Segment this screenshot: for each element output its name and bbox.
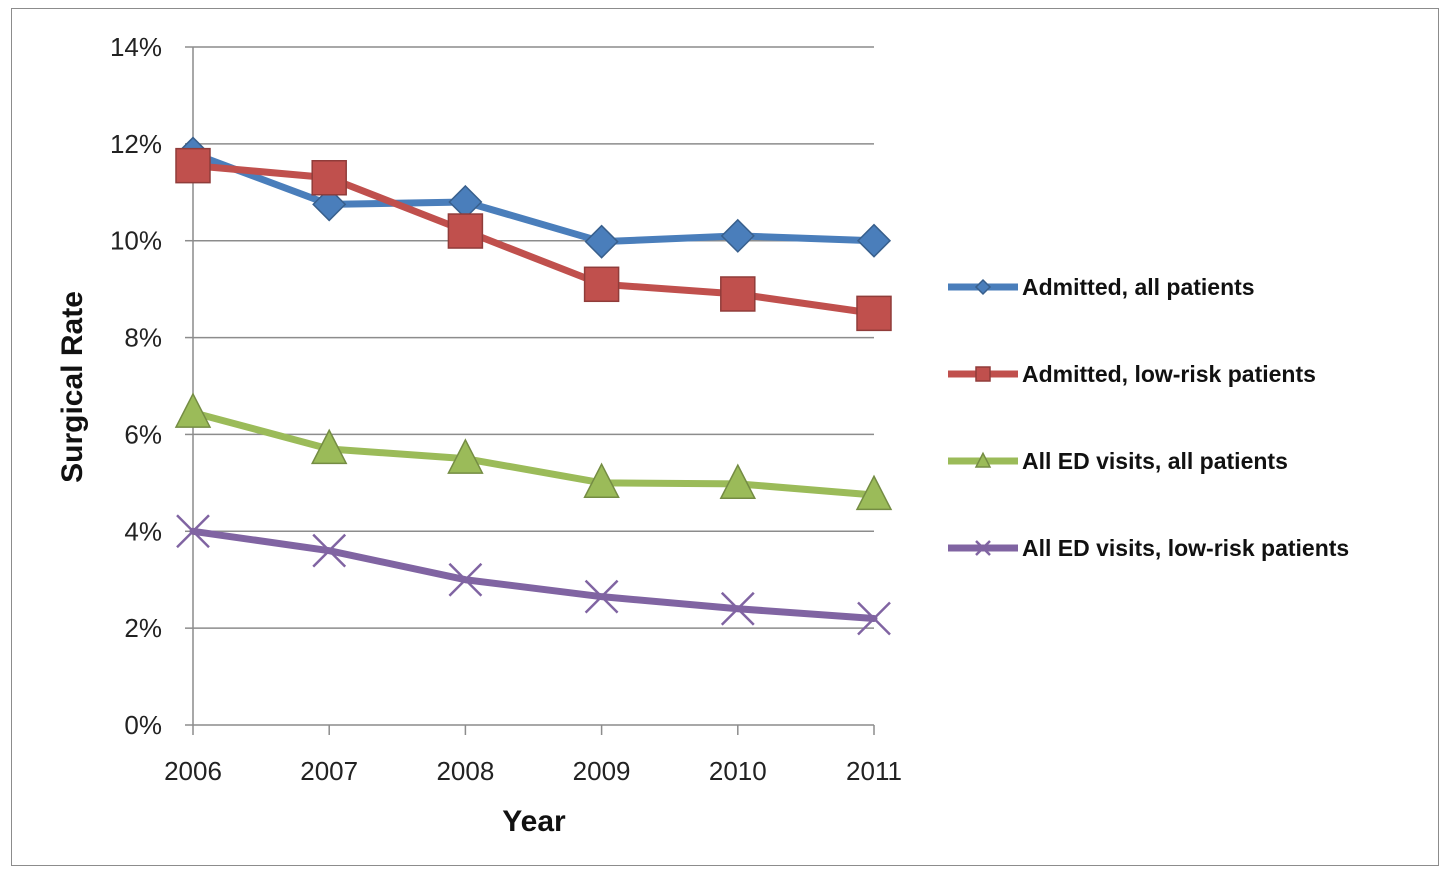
chart-frame xyxy=(11,8,1439,866)
series-line-all-ed-visits-low-risk-patients xyxy=(189,527,878,622)
y-tick-label: 8% xyxy=(124,323,162,353)
series-line-admitted-low-risk-patients xyxy=(189,162,878,317)
data-point-all-ed-visits-low-risk-patients-2010 xyxy=(720,591,755,626)
legend-layer: Admitted, all patients Admitted, low-risk… xyxy=(948,274,1349,561)
axis-layer: 0% 2% 4% 6% 8% 10% 12% 14% 2006 2007 2008 2009 2010 2… xyxy=(110,32,902,786)
legend-label: All ED visits, low-risk patients xyxy=(1022,535,1349,561)
data-point-all-ed-visits-low-risk-patients-2008 xyxy=(448,562,483,597)
legend-swatch-marker-admitted-low-risk-patients xyxy=(975,366,991,382)
data-point-all-ed-visits-low-risk-patients-2007 xyxy=(312,533,347,568)
y-tick-label: 0% xyxy=(124,710,162,740)
series-line-admitted-all-patients xyxy=(189,150,878,246)
x-tick-label: 2007 xyxy=(300,756,358,786)
data-point-admitted-low-risk-patients-2011 xyxy=(856,295,892,332)
legend-swatch-marker-all-ed-visits-low-risk-patients-stroke-b xyxy=(975,540,991,556)
series-layer xyxy=(174,136,893,636)
legend-label: Admitted, low-risk patients xyxy=(1022,361,1316,387)
data-point-admitted-all-patients-2009 xyxy=(584,224,619,259)
data-point-admitted-all-patients-2011 xyxy=(856,223,892,258)
legend-label: Admitted, all patients xyxy=(1022,274,1255,300)
y-tick-label: 4% xyxy=(124,516,162,546)
legend-swatch-marker-admitted-all-patients xyxy=(974,278,992,296)
data-point-all-ed-visits-low-risk-patients-2010-stroke-b xyxy=(720,591,755,626)
x-tick-label: 2008 xyxy=(436,756,494,786)
data-point-admitted-low-risk-patients-2006 xyxy=(175,147,211,184)
legend-swatch-marker-all-ed-visits-low-risk-patients xyxy=(975,540,991,556)
data-point-all-ed-visits-low-risk-patients-2011 xyxy=(857,601,891,636)
x-tick-label: 2011 xyxy=(846,756,902,786)
x-tick-label: 2010 xyxy=(709,756,767,786)
y-tick-label: 2% xyxy=(124,613,162,643)
data-point-admitted-low-risk-patients-2010 xyxy=(720,276,756,312)
data-point-admitted-all-patients-2010 xyxy=(720,218,755,253)
data-point-all-ed-visits-all-patients-2010 xyxy=(719,463,757,500)
legend-swatch-marker-all-ed-visits-all-patients xyxy=(974,451,992,468)
y-tick-label: 14% xyxy=(110,32,162,62)
data-point-admitted-low-risk-patients-2007 xyxy=(311,160,347,196)
x-tick-label: 2006 xyxy=(164,756,222,786)
y-tick-label: 6% xyxy=(124,419,162,449)
data-point-all-ed-visits-low-risk-patients-2006-stroke-b xyxy=(176,514,210,549)
data-point-all-ed-visits-all-patients-2007 xyxy=(310,428,348,465)
data-point-all-ed-visits-low-risk-patients-2009-stroke-b xyxy=(584,579,619,614)
grid-layer xyxy=(193,46,874,629)
data-point-all-ed-visits-low-risk-patients-2007-stroke-b xyxy=(312,533,347,568)
data-point-all-ed-visits-all-patients-2006 xyxy=(174,392,212,428)
data-point-admitted-all-patients-2008 xyxy=(448,184,483,220)
series-line-all-ed-visits-all-patients xyxy=(189,409,878,499)
x-axis-title: Year xyxy=(502,805,566,838)
y-tick-label: 10% xyxy=(110,226,162,256)
data-point-all-ed-visits-all-patients-2009 xyxy=(583,462,620,499)
data-point-all-ed-visits-low-risk-patients-2009 xyxy=(584,579,619,614)
data-point-admitted-all-patients-2007 xyxy=(312,187,347,222)
y-tick-label: 12% xyxy=(110,129,162,159)
y-axis-title: Surgical Rate xyxy=(56,291,89,483)
data-point-all-ed-visits-all-patients-2011 xyxy=(855,474,893,511)
data-point-all-ed-visits-low-risk-patients-2006 xyxy=(176,514,210,549)
x-tick-label: 2009 xyxy=(573,756,631,786)
legend-label: All ED visits, all patients xyxy=(1022,448,1288,474)
data-point-all-ed-visits-low-risk-patients-2008-stroke-b xyxy=(448,562,483,597)
data-point-admitted-low-risk-patients-2009 xyxy=(583,266,620,303)
data-point-all-ed-visits-all-patients-2008 xyxy=(447,438,484,474)
data-point-admitted-low-risk-patients-2008 xyxy=(447,213,484,249)
data-point-all-ed-visits-low-risk-patients-2011-stroke-b xyxy=(857,601,891,636)
